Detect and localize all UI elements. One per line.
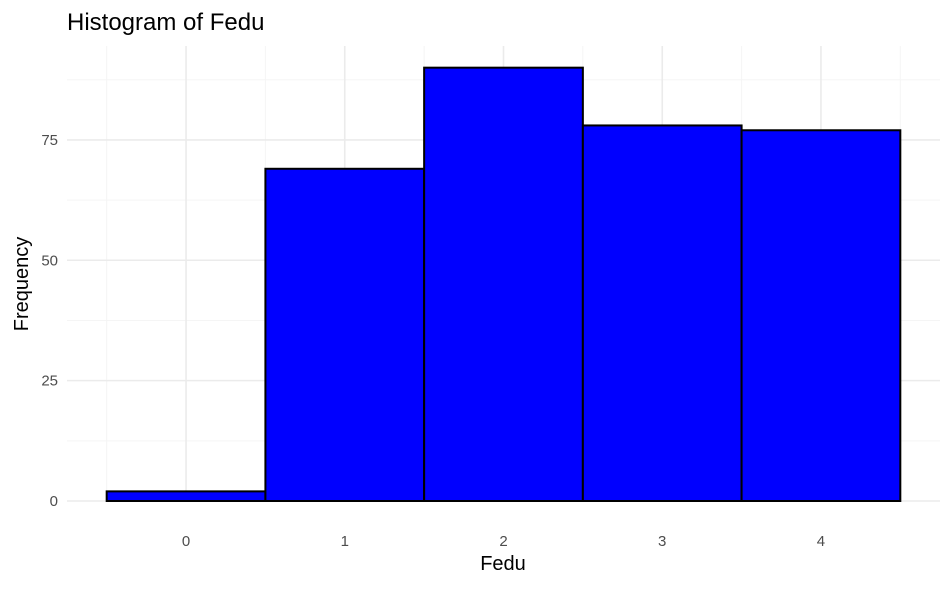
- histogram-bar-2: [423, 66, 584, 503]
- histogram-bar-4: [740, 129, 902, 503]
- y-tick-label: 25: [41, 373, 58, 390]
- bars: [105, 66, 902, 503]
- y-tick-label: 50: [41, 252, 58, 269]
- x-axis-ticks: 0 1 2 3 4: [182, 533, 825, 550]
- y-tick-label: 75: [41, 132, 58, 149]
- chart-title: Histogram of Fedu: [67, 9, 264, 36]
- histogram-bar-3: [581, 124, 743, 502]
- histogram-bar-1: [264, 167, 426, 502]
- x-tick-label: 4: [817, 533, 825, 550]
- y-tick-label: 0: [50, 493, 58, 510]
- x-tick-label: 1: [341, 533, 349, 550]
- x-tick-label: 3: [658, 533, 666, 550]
- y-axis-title: Frequency: [11, 237, 33, 332]
- y-axis-ticks: 0 25 50 75: [41, 132, 58, 510]
- x-tick-label: 0: [182, 533, 190, 550]
- histogram-bar-0: [105, 490, 267, 502]
- x-axis-title: Fedu: [480, 553, 526, 575]
- x-tick-label: 2: [499, 533, 507, 550]
